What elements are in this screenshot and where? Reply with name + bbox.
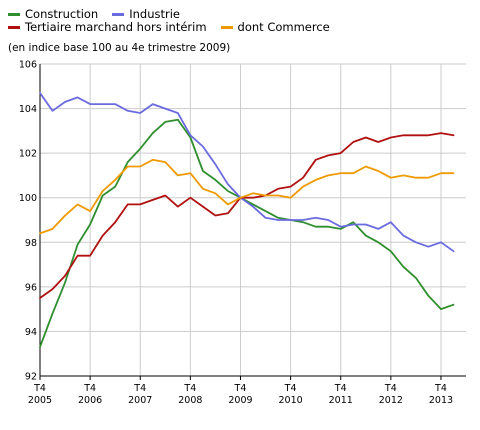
legend-swatch-commerce (220, 26, 233, 29)
legend-swatch-construction (8, 13, 20, 16)
y-tick-label: 104 (19, 104, 37, 115)
x-tick-label: T4 (183, 383, 196, 394)
x-tick-label: 2006 (78, 395, 102, 406)
x-tick-label: T4 (133, 383, 146, 394)
legend-label-tertiaire: Tertiaire marchand hors intérim (25, 20, 207, 34)
x-tick-label: 2013 (429, 395, 453, 406)
x-tick-label: T4 (434, 383, 447, 394)
series-line-tertiaire (39, 132, 455, 299)
x-tick-label: 2008 (178, 395, 202, 406)
legend-label-construction: Construction (25, 7, 99, 21)
x-tick-label: T4 (284, 383, 297, 394)
series-line-construction (39, 118, 455, 348)
legend: Construction Industrie Tertiaire marchan… (8, 8, 478, 34)
series-line-commerce (39, 158, 455, 235)
y-tick-label: 96 (25, 282, 37, 293)
legend-label-commerce: dont Commerce (237, 20, 330, 34)
x-tick-label: T4 (384, 383, 397, 394)
axis-layer: 92949698100102104106T42005T42006T42007T4… (19, 60, 466, 406)
x-tick-label: T4 (33, 383, 46, 394)
y-tick-label: 98 (25, 238, 37, 249)
y-tick-label: 100 (19, 193, 37, 204)
x-tick-label: 2007 (128, 395, 152, 406)
x-tick-label: 2011 (329, 395, 353, 406)
series-layer (39, 92, 455, 348)
series-line-industrie (39, 92, 455, 253)
x-tick-label: T4 (83, 383, 96, 394)
legend-item-industrie: Industrie (112, 8, 180, 21)
legend-item-commerce: dont Commerce (220, 20, 330, 34)
x-tick-label: 2012 (379, 395, 403, 406)
x-tick-label: 2010 (279, 395, 303, 406)
grid-layer (40, 63, 466, 376)
x-tick-label: T4 (234, 383, 247, 394)
legend-item-construction: Construction (8, 8, 98, 21)
legend-swatch-tertiaire (8, 26, 20, 29)
y-tick-label: 102 (19, 149, 37, 160)
legend-label-industrie: Industrie (129, 7, 181, 21)
x-tick-label: 2005 (28, 395, 52, 406)
index-base-note: (en indice base 100 au 4e trimestre 2009… (8, 42, 231, 54)
x-tick-label: 2009 (228, 395, 252, 406)
y-tick-label: 92 (25, 372, 37, 383)
x-tick-label: T4 (334, 383, 347, 394)
legend-swatch-industrie (112, 13, 125, 16)
y-tick-label: 106 (19, 60, 37, 71)
y-tick-label: 94 (25, 327, 37, 338)
legend-item-tertiaire: Tertiaire marchand hors intérim (8, 21, 207, 34)
